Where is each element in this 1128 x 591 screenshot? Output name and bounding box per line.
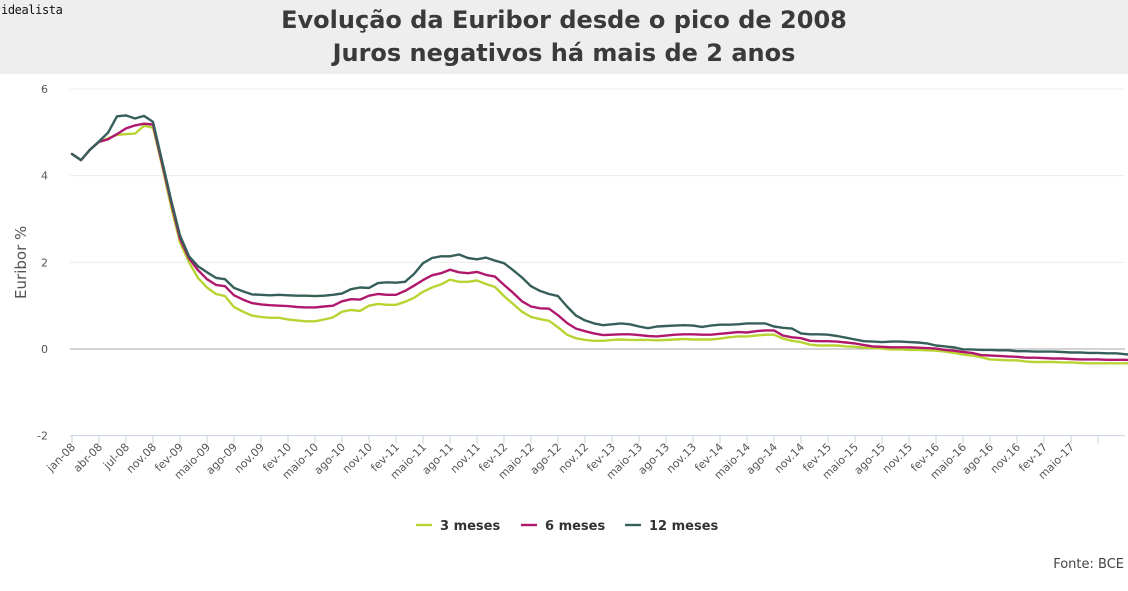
x-tick-label: nov.12 bbox=[556, 441, 591, 476]
source-note: Fonte: BCE bbox=[1053, 557, 1124, 572]
x-tick-label: nov.08 bbox=[124, 441, 159, 476]
legend-item[interactable]: 12 meses bbox=[649, 519, 719, 534]
x-tick-label: nov.13 bbox=[664, 441, 699, 476]
series-line[interactable] bbox=[70, 114, 1128, 356]
series-line[interactable] bbox=[70, 124, 1128, 365]
x-tick-label: nov.10 bbox=[340, 441, 375, 476]
y-tick-label: -2 bbox=[37, 430, 48, 443]
legend-item[interactable]: 6 meses bbox=[545, 519, 605, 534]
x-tick-label: nov.16 bbox=[988, 441, 1023, 476]
chart-title-line-1: Evolução da Euribor desde o pico de 2008 bbox=[281, 6, 847, 34]
legend-item[interactable]: 3 meses bbox=[440, 519, 500, 534]
brand-logo[interactable]: idealista bbox=[1, 3, 63, 17]
y-axis-label: Euribor % bbox=[12, 226, 30, 299]
x-tick-label: abr-08 bbox=[71, 441, 105, 475]
x-tick-label: nov.14 bbox=[772, 441, 807, 476]
x-tick-label: nov.15 bbox=[880, 441, 915, 476]
x-tick-label: jan-08 bbox=[44, 441, 78, 475]
y-tick-label: 2 bbox=[41, 256, 48, 269]
chart-title-line-2: Juros negativos há mais de 2 anos bbox=[332, 39, 796, 67]
series-line[interactable] bbox=[70, 122, 1128, 362]
x-tick-label: nov.09 bbox=[232, 441, 267, 476]
x-tick-label: nov.11 bbox=[448, 441, 483, 476]
y-tick-label: 0 bbox=[41, 343, 48, 356]
chart-header: idealista Evolução da Euribor desde o pi… bbox=[0, 0, 1128, 74]
y-tick-label: 4 bbox=[41, 170, 48, 183]
y-tick-label: 6 bbox=[41, 83, 48, 96]
